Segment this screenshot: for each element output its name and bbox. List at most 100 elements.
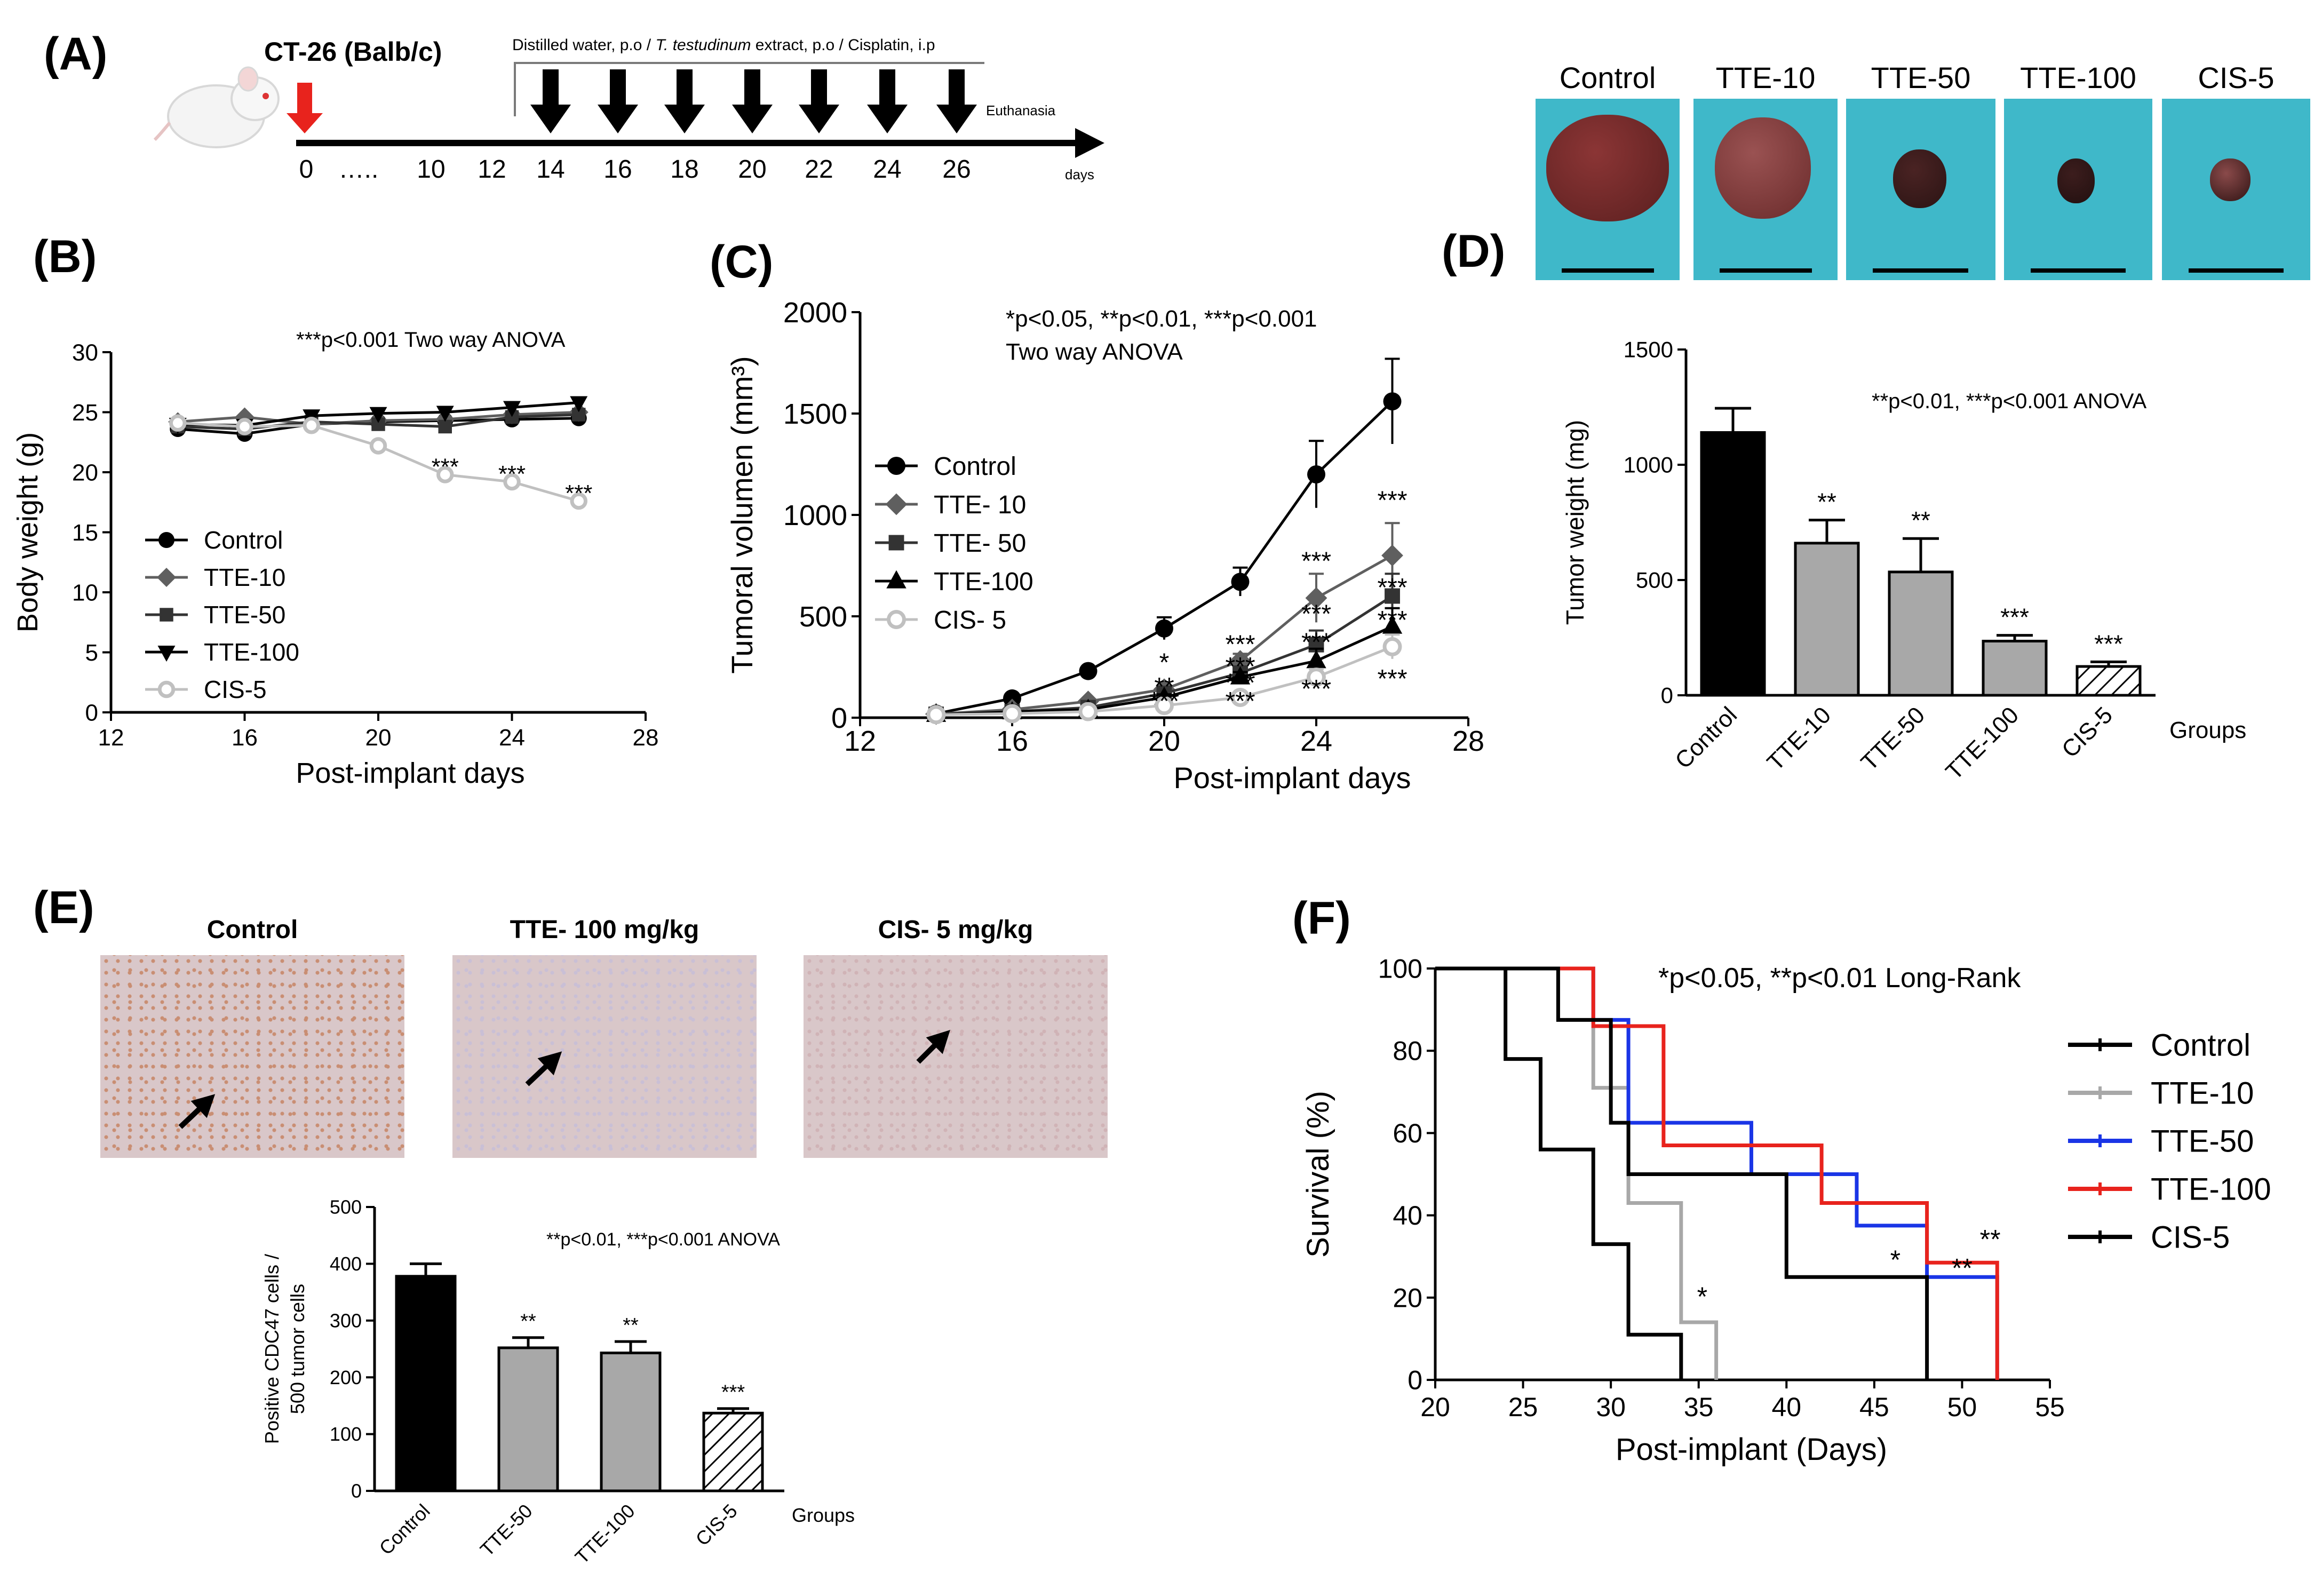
photo-label: TTE-10	[1715, 61, 1816, 94]
data-point	[1230, 666, 1251, 685]
dose-arrow-shaft	[677, 69, 693, 106]
data-point	[435, 410, 455, 429]
x-tick-label: 20	[1148, 725, 1180, 757]
tumor-image	[2057, 158, 2095, 203]
dose-arrow-head	[598, 105, 638, 133]
legend-marker	[158, 532, 174, 548]
data-point	[504, 411, 520, 427]
y-tick-label: 20	[1393, 1283, 1422, 1313]
legend-label: TTE-100	[204, 638, 299, 666]
y-tick-label: 30	[72, 339, 98, 366]
series-line	[178, 422, 579, 503]
y-tick-label: 500	[1636, 568, 1673, 593]
x-axis-label: Groups	[2169, 717, 2246, 743]
data-point	[1080, 700, 1096, 716]
timeline-tick-label: 0	[299, 155, 314, 184]
chart-title: *p<0.05, **p<0.01, ***p<0.001	[1006, 306, 1317, 332]
survival-line	[1435, 966, 1999, 1380]
data-point	[1003, 689, 1021, 708]
significance-label: *	[1159, 649, 1170, 677]
legend-marker	[157, 568, 176, 587]
y-tick-label: 300	[330, 1309, 362, 1331]
series-line	[936, 625, 1393, 716]
tumor-image	[2210, 158, 2251, 201]
x-tick-label: 50	[1947, 1392, 1977, 1422]
legend-label: TTE-50	[204, 601, 285, 629]
data-point	[1155, 696, 1174, 716]
data-point	[1381, 544, 1403, 567]
y-axis-label: Positive CDC47 cells /	[261, 1254, 283, 1444]
significance-label: ***	[2094, 630, 2123, 657]
timeline-tick-label: 10	[417, 155, 446, 184]
data-point	[370, 414, 386, 430]
x-tick-label: 35	[1684, 1392, 1714, 1422]
x-tick-label: 20	[1420, 1392, 1450, 1422]
legend-label: Control	[934, 452, 1016, 481]
y-tick-label: 0	[1661, 683, 1673, 708]
y-tick-label: 0	[831, 702, 847, 734]
panel-label-b: (B)	[33, 231, 97, 282]
x-tick-label: 12	[844, 725, 876, 757]
significance-label: *	[1890, 1245, 1900, 1275]
legend-marker	[157, 646, 176, 662]
data-point	[570, 410, 587, 426]
data-point	[303, 409, 321, 426]
panel-label-d: (D)	[1442, 226, 1506, 277]
data-point	[570, 396, 588, 412]
data-point	[1385, 588, 1400, 604]
tumor-image	[1893, 149, 1946, 208]
data-point	[171, 419, 185, 434]
significance-label: **	[1154, 673, 1174, 701]
dose-arrow-head	[867, 105, 908, 133]
significance-label: ***	[1301, 547, 1331, 576]
dose-arrow-head	[936, 105, 977, 133]
series-line	[178, 413, 579, 431]
x-tick-label: 16	[232, 725, 258, 751]
timeline-tick-label: 22	[805, 155, 833, 184]
arrow-head	[926, 1030, 950, 1054]
timeline-tick-label: 26	[942, 155, 971, 184]
data-point	[503, 401, 521, 417]
data-point	[1001, 698, 1023, 721]
bar	[1982, 639, 2048, 697]
significance-label: ***	[1377, 487, 1407, 515]
dose-arrow-head	[732, 105, 773, 133]
data-point	[438, 419, 452, 434]
histology-label: TTE- 100 mg/kg	[510, 916, 699, 944]
significance-label: *	[1697, 1282, 1707, 1312]
chart-subtitle: Two way ANOVA	[1006, 339, 1183, 365]
data-point	[1004, 704, 1020, 720]
bar	[497, 1346, 559, 1492]
scale-bar	[1562, 268, 1654, 273]
category-label: CIS-5	[2057, 702, 2118, 763]
category-label: Control	[1670, 702, 1742, 774]
tumor-image	[1715, 117, 1811, 219]
y-axis-label: Body weight (g)	[12, 432, 44, 632]
data-point	[303, 416, 320, 432]
panel-label-a: (A)	[44, 28, 108, 80]
category-label: Control	[375, 1500, 434, 1559]
survival-line	[1435, 966, 1719, 1380]
x-tick-label: 16	[996, 725, 1028, 757]
chart-title: **p<0.01, ***p<0.001 ANOVA	[546, 1229, 780, 1250]
histology-label: Control	[206, 916, 298, 944]
timeline-tick-label: 20	[738, 155, 767, 184]
bar	[1794, 542, 1860, 697]
dose-arrow-head	[664, 105, 705, 133]
treatment-text-italic: T. testudinum	[655, 36, 751, 54]
data-point	[369, 437, 387, 455]
data-point	[369, 407, 387, 423]
y-axis-label: Tumoral volumen (mm³)	[725, 356, 759, 673]
tumor-image	[1546, 115, 1669, 221]
category-label: TTE-100	[1941, 702, 2024, 785]
timeline-tick-label: 14	[536, 155, 565, 184]
y-tick-label: 200	[330, 1367, 362, 1388]
dose-arrow-shaft	[811, 69, 827, 106]
data-point	[1307, 465, 1325, 483]
arrow-icon	[916, 1030, 950, 1064]
timeline-tick-label: 18	[670, 155, 699, 184]
legend-label: TTE- 10	[934, 491, 1026, 519]
data-point	[1077, 690, 1099, 712]
x-tick-label: 25	[1508, 1392, 1538, 1422]
significance-label: ***	[498, 461, 526, 487]
